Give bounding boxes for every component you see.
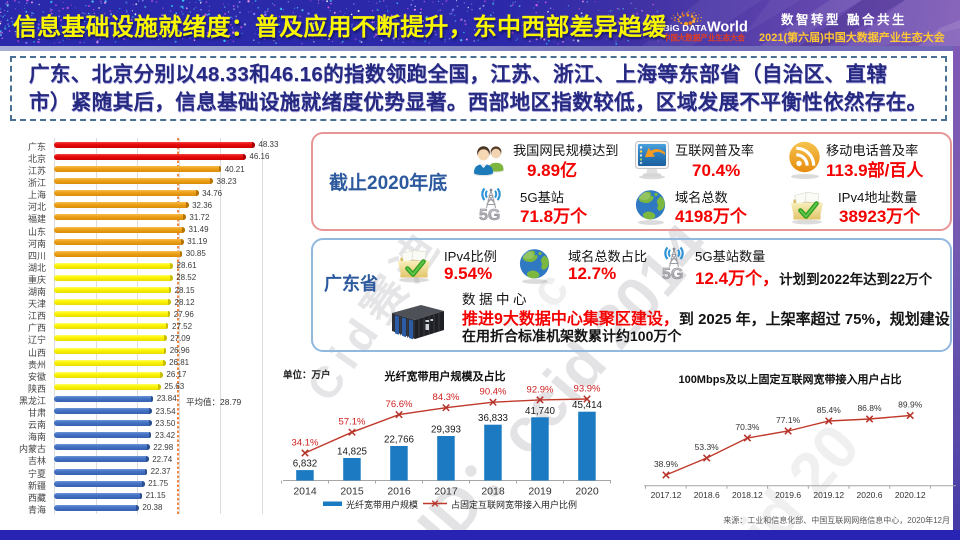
svg-text:85.4%: 85.4% — [817, 405, 842, 415]
svg-text:2016: 2016 — [387, 486, 411, 498]
svg-text:77.1%: 77.1% — [776, 415, 801, 425]
svg-text:2017: 2017 — [434, 486, 458, 498]
svg-text:29,393: 29,393 — [431, 425, 462, 436]
svg-text:22,766: 22,766 — [384, 435, 415, 446]
svg-text:84.3%: 84.3% — [433, 392, 460, 403]
svg-text:中国大数据产业生态大会: 中国大数据产业生态大会 — [663, 33, 745, 43]
svg-text:2014: 2014 — [293, 486, 317, 498]
svg-text:92.9%: 92.9% — [527, 384, 554, 395]
svg-text:93.9%: 93.9% — [574, 384, 601, 395]
svg-text:36,833: 36,833 — [478, 413, 509, 424]
svg-text:76.6%: 76.6% — [386, 399, 413, 410]
svg-text:BiG DATA: BiG DATA — [663, 23, 707, 33]
svg-text:57.1%: 57.1% — [339, 417, 366, 428]
svg-text:2018.6: 2018.6 — [694, 490, 720, 500]
svg-text:World: World — [707, 20, 748, 36]
svg-text:6,832: 6,832 — [293, 459, 318, 470]
svg-text:34.1%: 34.1% — [292, 438, 319, 449]
svg-text:2020.12: 2020.12 — [895, 490, 926, 500]
svg-text:89.9%: 89.9% — [898, 400, 923, 410]
svg-text:41,740: 41,740 — [525, 406, 556, 417]
svg-text:2017.12: 2017.12 — [651, 490, 682, 500]
svg-text:38.9%: 38.9% — [654, 459, 679, 469]
svg-text:2020.6: 2020.6 — [857, 490, 883, 500]
svg-text:70.3%: 70.3% — [735, 422, 760, 432]
svg-text:100Mbps及以上固定互联网宽带接入用户占比: 100Mbps及以上固定互联网宽带接入用户占比 — [678, 372, 901, 386]
svg-text:2015: 2015 — [340, 486, 364, 498]
svg-text:2019: 2019 — [528, 486, 552, 498]
svg-text:2020: 2020 — [575, 486, 599, 498]
svg-text:光纤宽带用户规模: 光纤宽带用户规模 — [346, 499, 418, 510]
svg-text:2018.12: 2018.12 — [732, 490, 763, 500]
svg-text:90.4%: 90.4% — [480, 387, 507, 398]
svg-text:2019.12: 2019.12 — [813, 490, 844, 500]
svg-text:2018: 2018 — [481, 486, 505, 498]
svg-text:45,414: 45,414 — [572, 400, 603, 411]
svg-text:光纤宽带用户规模及占比: 光纤宽带用户规模及占比 — [384, 369, 506, 383]
svg-text:53.3%: 53.3% — [695, 442, 720, 452]
svg-text:占固定互联网宽带接入用户比例: 占固定互联网宽带接入用户比例 — [451, 499, 577, 510]
svg-text:14,825: 14,825 — [337, 447, 368, 458]
svg-text:86.8%: 86.8% — [857, 403, 882, 413]
svg-text:2019.6: 2019.6 — [775, 490, 801, 500]
